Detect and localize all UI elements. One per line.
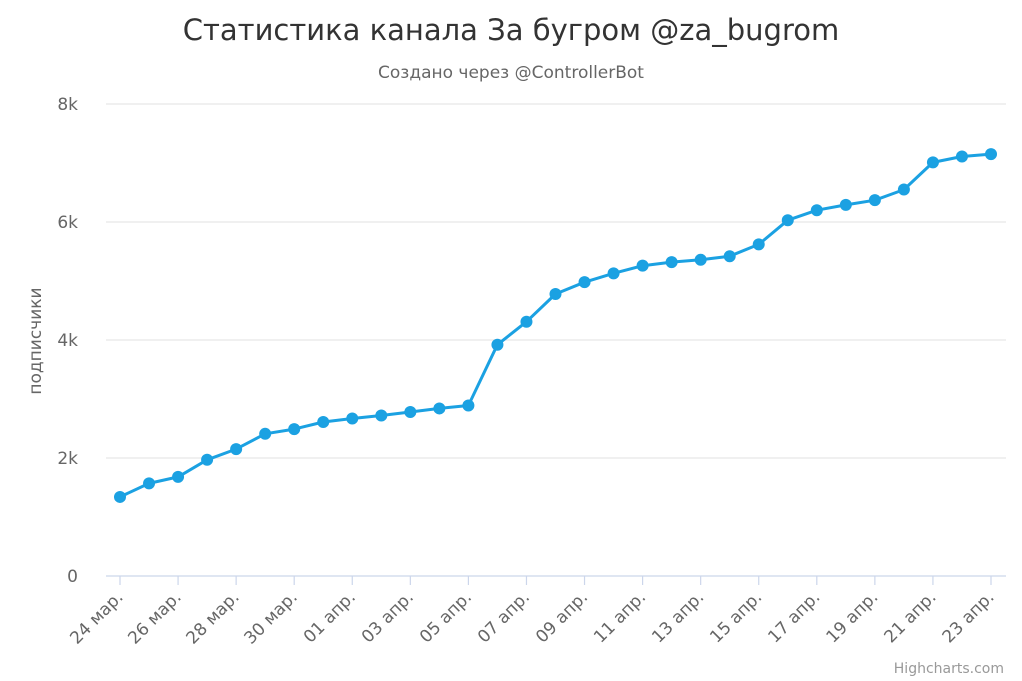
y-tick-label: 4k xyxy=(57,331,78,351)
data-point[interactable] xyxy=(288,423,301,436)
data-point[interactable] xyxy=(520,315,533,328)
data-point[interactable] xyxy=(549,287,562,300)
data-point[interactable] xyxy=(694,253,707,266)
x-tick-label: 21 апр. xyxy=(881,587,941,647)
x-tick-label: 13 апр. xyxy=(648,587,708,647)
data-point[interactable] xyxy=(491,338,504,351)
y-tick-label: 6k xyxy=(57,213,78,233)
data-point[interactable] xyxy=(955,150,968,163)
data-point[interactable] xyxy=(926,156,939,169)
data-point[interactable] xyxy=(985,148,997,161)
series-layer xyxy=(114,148,997,503)
data-point[interactable] xyxy=(317,416,330,429)
x-tick-label: 30 мар. xyxy=(241,587,302,648)
grid-lines xyxy=(106,103,1006,459)
y-tick-label: 2k xyxy=(57,449,78,469)
x-tick-label: 15 апр. xyxy=(706,587,766,647)
y-axis-ticks: 0 2k 4k 6k 8k xyxy=(57,95,78,587)
data-point[interactable] xyxy=(404,405,417,418)
x-axis-ticks: 24 мар.26 мар.28 мар.30 мар.01 апр.03 ап… xyxy=(66,576,999,649)
chart-title: Статистика канала За бугром @za_bugrom xyxy=(183,13,839,47)
data-point[interactable] xyxy=(433,402,446,415)
data-point[interactable] xyxy=(839,198,852,211)
data-point[interactable] xyxy=(665,256,678,269)
y-axis-label: подписчики xyxy=(26,287,46,394)
data-point[interactable] xyxy=(201,453,214,466)
x-tick-label: 28 мар. xyxy=(183,587,244,648)
data-point[interactable] xyxy=(723,250,736,263)
data-point[interactable] xyxy=(346,412,359,425)
x-tick-label: 26 мар. xyxy=(124,587,185,648)
x-tick-label: 09 апр. xyxy=(532,587,592,647)
data-point[interactable] xyxy=(114,490,126,503)
y-tick-label: 0 xyxy=(67,567,78,587)
x-tick-label: 24 мар. xyxy=(66,587,127,648)
y-tick-label: 8k xyxy=(57,95,78,115)
x-tick-label: 01 апр. xyxy=(300,587,360,647)
data-point[interactable] xyxy=(143,477,156,490)
x-tick-label: 07 апр. xyxy=(474,587,534,647)
x-tick-label: 19 апр. xyxy=(822,587,882,647)
data-point[interactable] xyxy=(810,204,823,217)
x-tick-label: 05 апр. xyxy=(416,587,476,647)
chart-subtitle: Создано через @ControllerBot xyxy=(378,63,644,83)
data-point[interactable] xyxy=(781,214,794,227)
data-point[interactable] xyxy=(230,443,243,456)
series-line xyxy=(118,152,993,499)
x-tick-label: 11 апр. xyxy=(590,587,650,647)
data-point[interactable] xyxy=(578,276,591,289)
x-tick-label: 17 апр. xyxy=(764,587,824,647)
data-point[interactable] xyxy=(897,183,910,196)
data-point[interactable] xyxy=(607,267,620,280)
data-point[interactable] xyxy=(636,259,649,272)
credits-link[interactable]: Highcharts.com xyxy=(894,661,1004,677)
data-point[interactable] xyxy=(172,470,185,483)
data-point[interactable] xyxy=(868,194,881,207)
data-point[interactable] xyxy=(375,409,388,422)
data-point[interactable] xyxy=(752,238,765,251)
x-tick-label: 23 апр. xyxy=(939,587,999,647)
data-point[interactable] xyxy=(462,399,475,412)
x-tick-label: 03 апр. xyxy=(358,587,418,647)
data-point[interactable] xyxy=(259,427,272,440)
